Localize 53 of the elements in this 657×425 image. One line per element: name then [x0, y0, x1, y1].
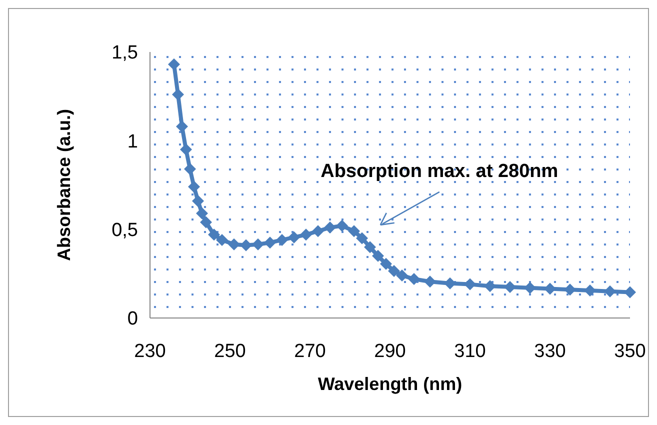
point [192, 194, 204, 207]
point [504, 280, 516, 293]
point [324, 222, 336, 234]
point [388, 265, 400, 278]
point [624, 286, 636, 298]
x-axis-title: Wavelength (nm) [318, 374, 462, 394]
point [336, 220, 348, 232]
x-tick-label: 350 [614, 341, 646, 362]
y-tick-label: 0,5 [112, 220, 138, 241]
point [524, 282, 536, 294]
point [464, 278, 476, 290]
x-tick-label: 230 [134, 341, 166, 362]
point [396, 269, 408, 282]
point [240, 239, 252, 252]
point [180, 144, 192, 156]
point [372, 250, 384, 262]
y-axis-title: Absorbance (a.u.) [54, 108, 74, 262]
point [176, 120, 188, 132]
point [300, 228, 312, 241]
y-tick-label: 0 [127, 308, 138, 330]
point [604, 285, 616, 298]
point [288, 231, 300, 244]
point [408, 272, 420, 285]
point [172, 88, 184, 101]
point [276, 234, 288, 246]
point [348, 225, 360, 238]
x-tick-label: 250 [214, 341, 246, 362]
point [264, 236, 276, 249]
x-tick-label: 290 [374, 341, 406, 362]
y-tick-label: 1 [127, 131, 138, 152]
point [228, 238, 240, 250]
point [380, 258, 392, 270]
point [188, 180, 200, 193]
point [200, 216, 212, 228]
x-tick-label: 330 [534, 341, 566, 362]
point [564, 284, 576, 296]
point [208, 228, 220, 241]
annotation: Absorption max. at 280nm [320, 160, 558, 182]
point [216, 234, 228, 246]
point [184, 163, 196, 176]
point [484, 280, 496, 292]
point [196, 207, 208, 220]
y-tick-label: 1,5 [112, 42, 138, 64]
x-tick-label: 310 [454, 341, 486, 362]
point [364, 241, 376, 254]
point [252, 238, 264, 250]
point [424, 276, 436, 288]
x-tick-label: 270 [294, 341, 326, 362]
point [544, 282, 556, 295]
point [312, 225, 324, 238]
point [168, 58, 180, 70]
point [356, 232, 368, 244]
point [584, 284, 596, 297]
